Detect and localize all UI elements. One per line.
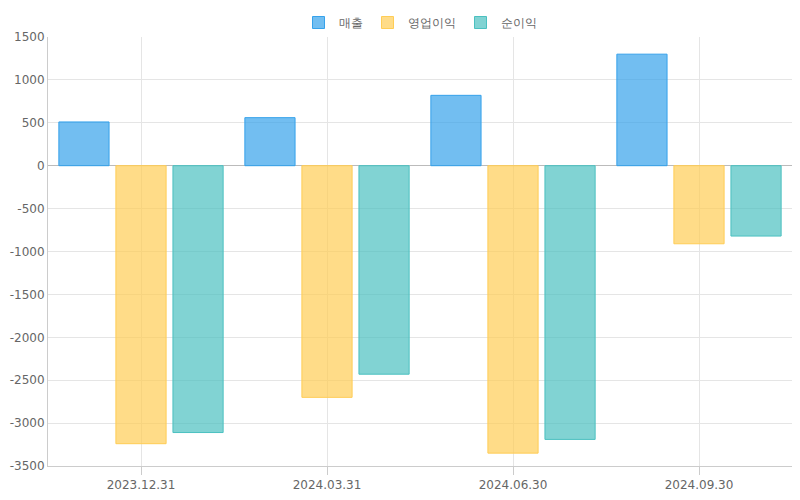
- svg-text:-2500: -2500: [10, 373, 45, 387]
- svg-text:-500: -500: [17, 202, 44, 216]
- svg-text:-2000: -2000: [10, 331, 45, 345]
- svg-text:1000: 1000: [14, 73, 45, 87]
- svg-text:매출: 매출: [339, 16, 363, 30]
- svg-text:1500: 1500: [14, 30, 45, 44]
- svg-text:2024.09.30: 2024.09.30: [665, 478, 734, 492]
- svg-text:500: 500: [22, 116, 45, 130]
- svg-text:0: 0: [37, 159, 45, 173]
- svg-text:-3000: -3000: [10, 416, 45, 430]
- svg-text:2024.03.31: 2024.03.31: [293, 478, 362, 492]
- svg-text:순이익: 순이익: [501, 16, 537, 30]
- svg-text:-1000: -1000: [10, 245, 45, 259]
- svg-text:-1500: -1500: [10, 288, 45, 302]
- svg-text:2023.12.31: 2023.12.31: [107, 478, 176, 492]
- svg-text:2024.06.30: 2024.06.30: [479, 478, 548, 492]
- svg-text:영업이익: 영업이익: [408, 16, 456, 30]
- svg-text:-3500: -3500: [10, 459, 45, 473]
